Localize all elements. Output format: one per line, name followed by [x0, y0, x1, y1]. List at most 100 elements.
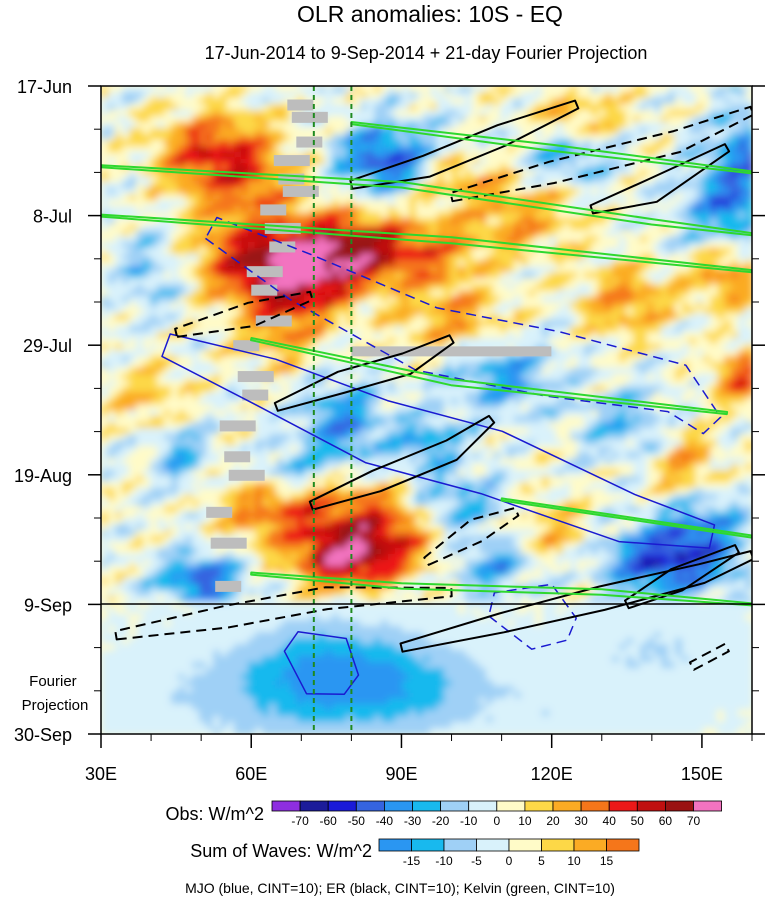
heat-cell	[647, 104, 655, 111]
heat-cell	[528, 158, 536, 165]
heat-cell	[675, 386, 683, 393]
heat-cell	[388, 140, 396, 147]
heat-cell	[549, 398, 557, 405]
heat-cell	[374, 152, 382, 159]
heat-cell	[661, 242, 669, 249]
heat-cell	[661, 206, 669, 213]
heat-cell	[150, 206, 158, 213]
heat-cell	[227, 260, 235, 267]
heat-cell	[549, 98, 557, 105]
heat-cell	[325, 338, 333, 345]
heat-cell	[325, 374, 333, 381]
heat-cell	[192, 116, 200, 123]
heat-cell	[717, 224, 725, 231]
heat-cell	[521, 230, 529, 237]
heat-cell	[108, 188, 116, 195]
heat-cell	[388, 362, 396, 369]
heat-cell	[605, 278, 613, 285]
heat-cell	[374, 164, 382, 171]
heat-cell	[493, 398, 501, 405]
heat-cell	[136, 128, 144, 135]
heat-cell	[591, 326, 599, 333]
heat-cell	[206, 242, 214, 249]
heat-cell	[171, 284, 179, 291]
heat-cell	[129, 314, 137, 321]
heat-cell	[605, 152, 613, 159]
heat-cell	[577, 362, 585, 369]
heat-cell	[556, 386, 564, 393]
heat-cell	[668, 350, 676, 357]
heat-cell	[619, 116, 627, 123]
heat-cell	[346, 146, 354, 153]
heat-cell	[311, 284, 319, 291]
heat-cell	[262, 194, 270, 201]
heat-cell	[416, 176, 424, 183]
heat-cell	[164, 296, 172, 303]
heat-cell	[430, 308, 438, 315]
heat-cell	[542, 404, 550, 411]
heat-cell	[528, 218, 536, 225]
heat-cell	[290, 392, 298, 399]
heat-cell	[150, 308, 158, 315]
heat-cell	[710, 110, 718, 117]
heat-cell	[143, 188, 151, 195]
heat-cell	[661, 350, 669, 357]
heat-cell	[689, 176, 697, 183]
heat-cell	[472, 254, 480, 261]
heat-cell	[157, 302, 165, 309]
heat-cell	[220, 92, 228, 99]
heat-cell	[682, 230, 690, 237]
heat-cell	[626, 296, 634, 303]
heat-cell	[472, 92, 480, 99]
heat-cell	[339, 296, 347, 303]
heat-cell	[598, 176, 606, 183]
heat-cell	[619, 218, 627, 225]
heat-cell	[227, 398, 235, 405]
heat-cell	[507, 266, 515, 273]
heat-cell	[605, 122, 613, 129]
heat-cell	[444, 302, 452, 309]
heat-cell	[304, 272, 312, 279]
heat-cell	[374, 404, 382, 411]
heat-cell	[724, 122, 732, 129]
heat-cell	[563, 194, 571, 201]
heat-cell	[234, 260, 242, 267]
heat-cell	[626, 314, 634, 321]
heat-cell	[731, 140, 739, 147]
heat-cell	[598, 92, 606, 99]
heat-cell	[353, 302, 361, 309]
heat-cell	[437, 326, 445, 333]
heat-cell	[626, 392, 634, 399]
heat-cell	[395, 134, 403, 141]
heat-cell	[584, 290, 592, 297]
heat-cell	[584, 164, 592, 171]
heat-cell	[640, 110, 648, 117]
heat-cell	[465, 116, 473, 123]
heat-cell	[724, 362, 732, 369]
heat-cell	[157, 242, 165, 249]
heat-cell	[416, 140, 424, 147]
heat-cell	[633, 302, 641, 309]
heat-cell	[269, 188, 277, 195]
heat-cell	[472, 338, 480, 345]
heat-cell	[381, 314, 389, 321]
heat-cell	[717, 194, 725, 201]
heat-cell	[647, 344, 655, 351]
heat-cell	[346, 194, 354, 201]
heat-cell	[647, 278, 655, 285]
heat-cell	[276, 86, 284, 93]
heat-cell	[416, 356, 424, 363]
heat-cell	[227, 98, 235, 105]
heat-cell	[570, 368, 578, 375]
heat-cell	[577, 356, 585, 363]
heat-cell	[717, 332, 725, 339]
heat-cell	[227, 104, 235, 111]
heat-cell	[255, 182, 263, 189]
heat-cell	[416, 152, 424, 159]
heat-cell	[199, 116, 207, 123]
heat-cell	[703, 170, 711, 177]
heat-cell	[409, 290, 417, 297]
heat-cell	[514, 254, 522, 261]
heat-cell	[227, 188, 235, 195]
heat-cell	[661, 104, 669, 111]
